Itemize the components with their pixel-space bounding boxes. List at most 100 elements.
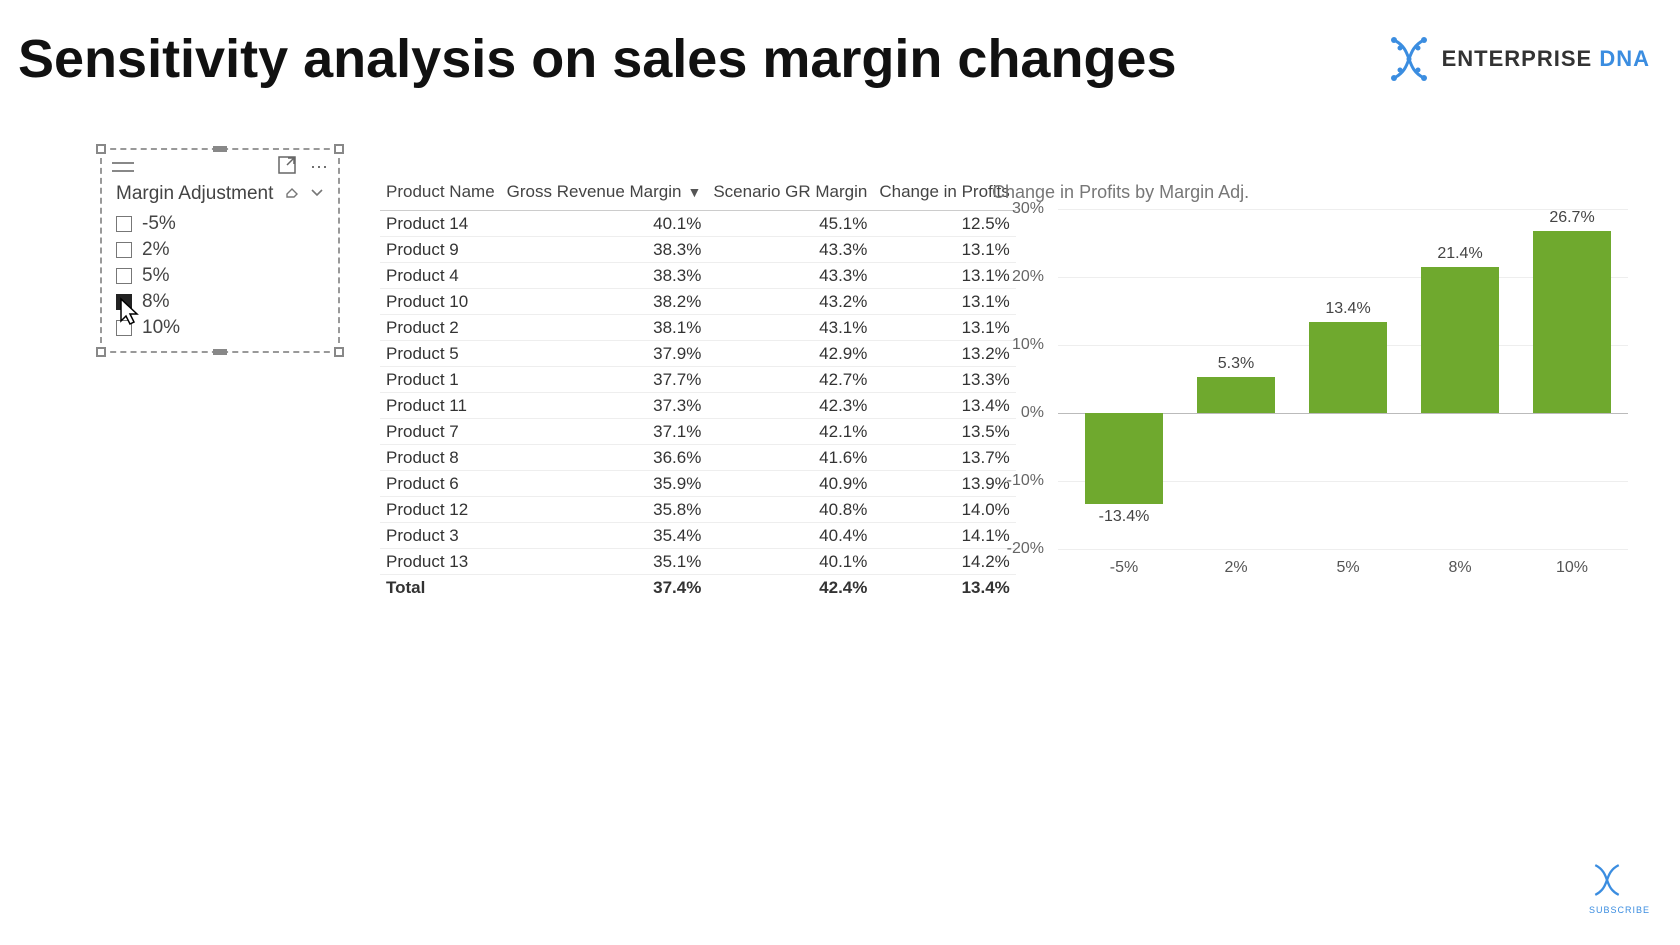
drag-handle-icon[interactable] — [112, 162, 134, 172]
table-cell: Product 14 — [380, 211, 501, 237]
bar[interactable] — [1197, 377, 1275, 413]
table-cell: 42.1% — [707, 419, 873, 445]
product-margin-table[interactable]: Product NameGross Revenue Margin▼Scenari… — [380, 178, 940, 600]
more-options-icon[interactable]: ⋯ — [310, 158, 328, 176]
checkbox-icon[interactable] — [116, 242, 132, 258]
brand-logo: ENTERPRISE DNA — [1386, 36, 1650, 82]
bar-group[interactable]: -13.4%-5% — [1068, 209, 1180, 549]
bar[interactable] — [1533, 231, 1611, 413]
table-cell: Product 11 — [380, 393, 501, 419]
brand-text: ENTERPRISE DNA — [1442, 46, 1650, 72]
table-cell: 38.1% — [501, 315, 708, 341]
table-cell: Product 10 — [380, 289, 501, 315]
table-cell: Product 1 — [380, 367, 501, 393]
bar-group[interactable]: 21.4%8% — [1404, 209, 1516, 549]
resize-handle[interactable] — [96, 144, 106, 154]
dna-icon — [1386, 36, 1432, 82]
gridline — [1058, 549, 1628, 550]
table-cell: Product 3 — [380, 523, 501, 549]
table-row[interactable]: Product 1440.1%45.1%12.5% — [380, 211, 1016, 237]
subscribe-label: SUBSCRIBE — [1589, 905, 1650, 915]
table-row[interactable]: Product 836.6%41.6%13.7% — [380, 445, 1016, 471]
table-cell: 37.4% — [501, 575, 708, 601]
table-cell: 42.3% — [707, 393, 873, 419]
bar[interactable] — [1309, 322, 1387, 413]
profit-change-chart[interactable]: Change in Profits by Margin Adj. 30%20%1… — [988, 182, 1638, 612]
resize-handle[interactable] — [96, 347, 106, 357]
table-cell: Product 2 — [380, 315, 501, 341]
table-row[interactable]: Product 137.7%42.7%13.3% — [380, 367, 1016, 393]
resize-handle[interactable] — [334, 144, 344, 154]
table-cell: 45.1% — [707, 211, 873, 237]
checkbox-icon[interactable] — [116, 320, 132, 336]
table-cell: 38.2% — [501, 289, 708, 315]
resize-handle[interactable] — [213, 349, 227, 355]
table-cell: 40.8% — [707, 497, 873, 523]
table-cell: Product 12 — [380, 497, 501, 523]
resize-handle[interactable] — [213, 146, 227, 152]
table-row[interactable]: Product 238.1%43.1%13.1% — [380, 315, 1016, 341]
table-cell: 35.9% — [501, 471, 708, 497]
bar[interactable] — [1085, 413, 1163, 504]
resize-handle[interactable] — [334, 347, 344, 357]
table-row[interactable]: Product 335.4%40.4%14.1% — [380, 523, 1016, 549]
sort-desc-icon: ▼ — [687, 184, 701, 200]
table-total-row: Total37.4%42.4%13.4% — [380, 575, 1016, 601]
focus-mode-icon[interactable] — [278, 156, 296, 177]
column-header[interactable]: Scenario GR Margin — [707, 178, 873, 211]
table-row[interactable]: Product 1235.8%40.8%14.0% — [380, 497, 1016, 523]
table-cell: Product 5 — [380, 341, 501, 367]
table-cell: 37.9% — [501, 341, 708, 367]
table-row[interactable]: Product 438.3%43.3%13.1% — [380, 263, 1016, 289]
table-row[interactable]: Product 1335.1%40.1%14.2% — [380, 549, 1016, 575]
checkbox-icon[interactable] — [116, 216, 132, 232]
y-axis-label: 0% — [988, 404, 1044, 422]
slicer-option[interactable]: 10% — [116, 315, 324, 341]
table-row[interactable]: Product 737.1%42.1%13.5% — [380, 419, 1016, 445]
table-cell: 43.2% — [707, 289, 873, 315]
table-cell: 43.1% — [707, 315, 873, 341]
slicer-option[interactable]: 5% — [116, 263, 324, 289]
table-row[interactable]: Product 938.3%43.3%13.1% — [380, 237, 1016, 263]
y-axis-label: 30% — [988, 200, 1044, 218]
table-row[interactable]: Product 1137.3%42.3%13.4% — [380, 393, 1016, 419]
clear-selection-icon[interactable] — [284, 184, 300, 205]
table-cell: 35.4% — [501, 523, 708, 549]
column-header[interactable]: Product Name — [380, 178, 501, 211]
table-row[interactable]: Product 635.9%40.9%13.9% — [380, 471, 1016, 497]
x-axis-label: 2% — [1224, 559, 1247, 577]
checkbox-icon[interactable] — [116, 268, 132, 284]
slicer-option[interactable]: -5% — [116, 211, 324, 237]
slicer-option[interactable]: 8% — [116, 289, 324, 315]
bar-group[interactable]: 26.7%10% — [1516, 209, 1628, 549]
slicer-title: Margin Adjustment — [116, 183, 273, 205]
table-cell: Product 6 — [380, 471, 501, 497]
table-row[interactable]: Product 1038.2%43.2%13.1% — [380, 289, 1016, 315]
table-cell: 37.1% — [501, 419, 708, 445]
table-cell: 37.7% — [501, 367, 708, 393]
bar-group[interactable]: 5.3%2% — [1180, 209, 1292, 549]
table-cell: Product 7 — [380, 419, 501, 445]
table-row[interactable]: Product 537.9%42.9%13.2% — [380, 341, 1016, 367]
slicer-option[interactable]: 2% — [116, 237, 324, 263]
bar-group[interactable]: 13.4%5% — [1292, 209, 1404, 549]
subscribe-badge[interactable]: SUBSCRIBE — [1589, 862, 1650, 915]
column-header[interactable]: Gross Revenue Margin▼ — [501, 178, 708, 211]
table-cell: 43.3% — [707, 237, 873, 263]
table-cell: Product 13 — [380, 549, 501, 575]
checkbox-icon[interactable] — [116, 294, 132, 310]
table-cell: 40.9% — [707, 471, 873, 497]
table-cell: 38.3% — [501, 263, 708, 289]
margin-adjustment-slicer[interactable]: ⋯ Margin Adjustment -5%2%5%8%10% — [100, 148, 340, 353]
table-cell: 41.6% — [707, 445, 873, 471]
page-title: Sensitivity analysis on sales margin cha… — [18, 28, 1177, 90]
bar[interactable] — [1421, 267, 1499, 413]
table-cell: 42.9% — [707, 341, 873, 367]
y-axis-label: -20% — [988, 540, 1044, 558]
table-cell: 40.4% — [707, 523, 873, 549]
table-cell: 35.1% — [501, 549, 708, 575]
table-cell: 43.3% — [707, 263, 873, 289]
chevron-down-icon[interactable] — [310, 185, 324, 204]
slicer-option-label: 5% — [142, 265, 169, 287]
y-axis-label: 10% — [988, 336, 1044, 354]
